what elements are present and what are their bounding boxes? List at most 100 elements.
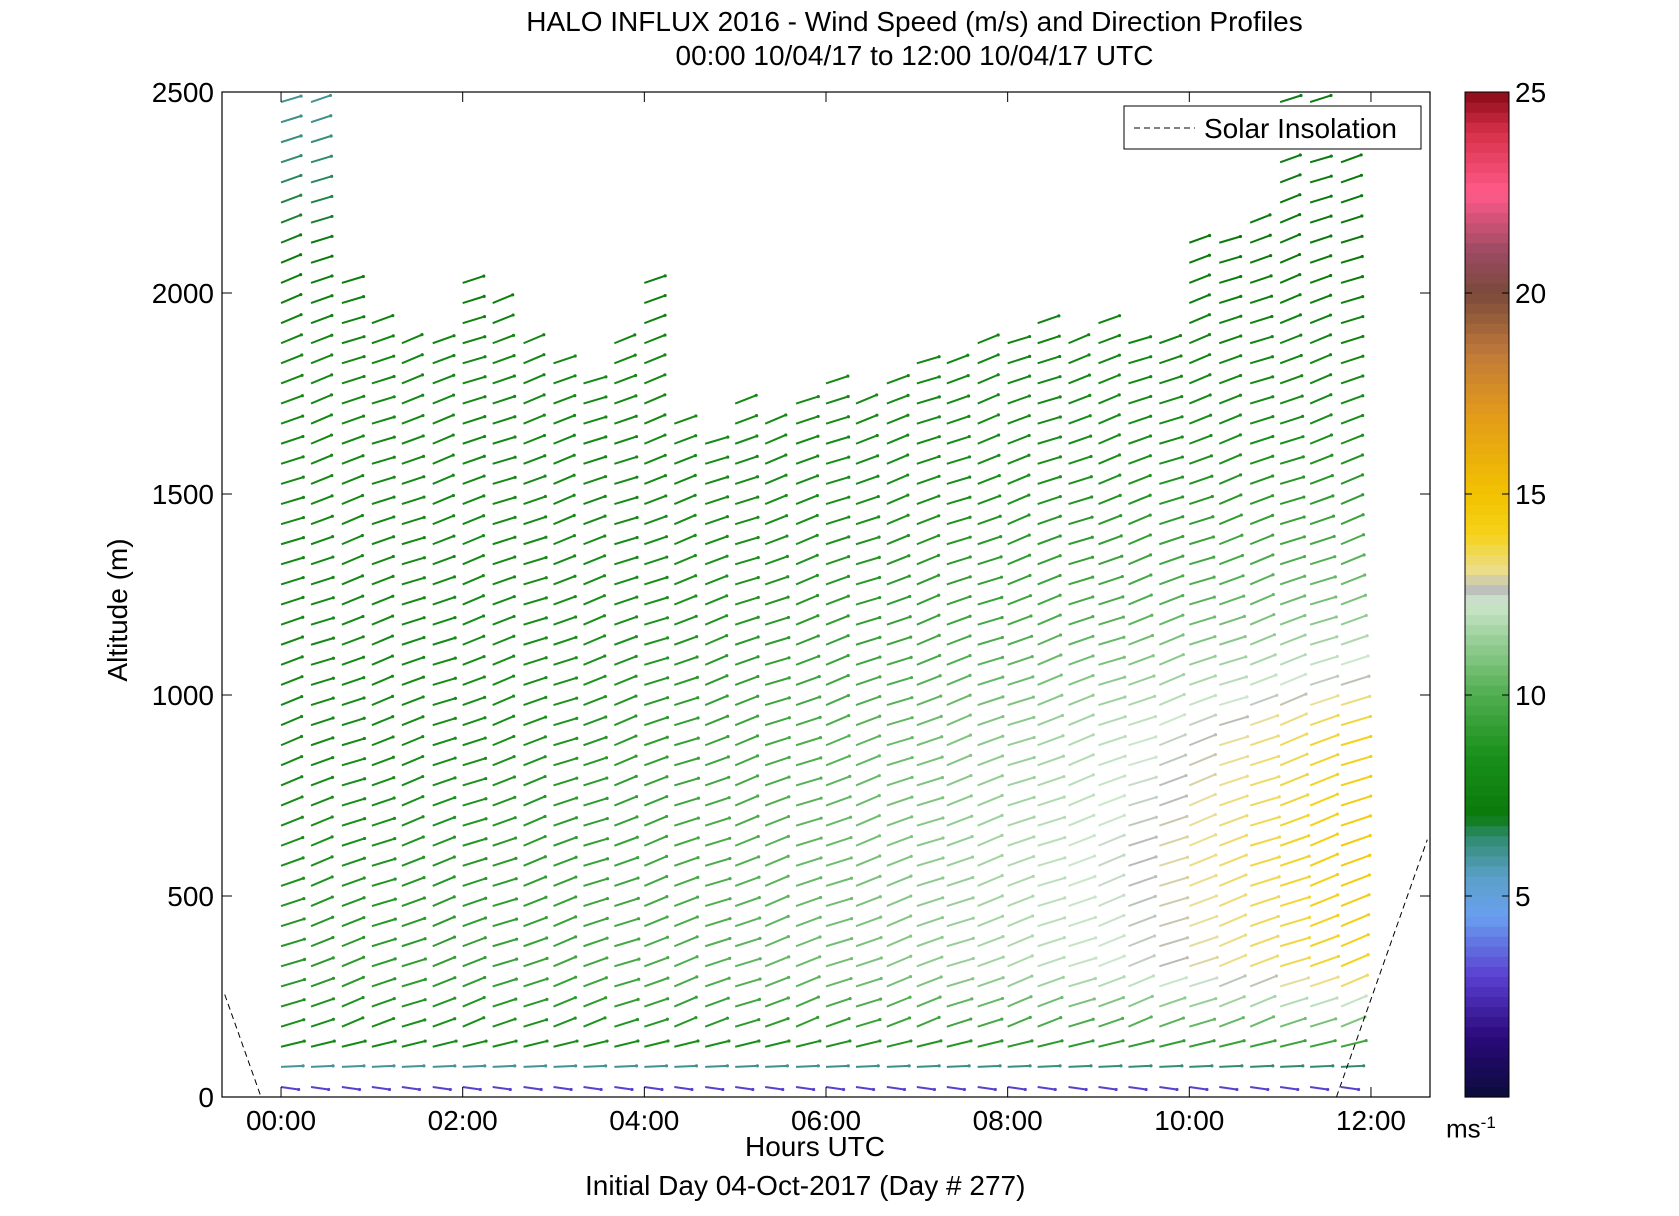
wind-arrow	[432, 875, 455, 887]
wind-arrow	[674, 817, 699, 827]
wind-arrow-head	[1272, 613, 1276, 617]
wind-arrow	[1007, 895, 1034, 907]
wind-arrow-head	[453, 615, 457, 620]
wind-arrow	[1098, 996, 1124, 1008]
wind-arrow	[916, 916, 943, 928]
wind-arrow	[734, 917, 760, 928]
wind-arrow-head	[756, 655, 760, 659]
wind-arrow-head	[1213, 635, 1217, 639]
wind-arrow	[1158, 594, 1184, 606]
wind-arrow-head	[695, 975, 699, 979]
wind-arrow-head	[1207, 293, 1211, 297]
wind-arrow-head	[1336, 954, 1341, 958]
wind-arrow-head	[1032, 715, 1036, 719]
wind-arrow	[1218, 914, 1246, 928]
wind-arrow-head	[969, 753, 973, 757]
wind-arrow	[946, 896, 974, 908]
wind-arrow-head	[544, 695, 548, 699]
wind-arrow-head	[877, 774, 881, 778]
wind-arrow-head	[454, 1039, 458, 1043]
wind-arrow-head	[815, 513, 819, 518]
wind-arrow-head	[1272, 633, 1277, 637]
wind-arrow-head	[1207, 253, 1212, 257]
wind-arrow-head	[818, 736, 823, 740]
wind-arrow	[1189, 977, 1218, 988]
wind-arrow	[946, 1018, 972, 1028]
wind-arrow	[310, 637, 334, 646]
wind-arrow	[764, 997, 789, 1008]
wind-arrow-head	[299, 154, 303, 158]
wind-arrow-head	[1148, 553, 1153, 557]
wind-arrow	[553, 636, 577, 646]
wind-arrow	[401, 636, 425, 646]
wind-arrow-head	[1184, 976, 1188, 980]
wind-arrow	[764, 514, 787, 526]
wind-arrow	[1098, 894, 1125, 907]
wind-arrow	[523, 957, 548, 968]
wind-arrow-head	[634, 1064, 639, 1068]
wind-arrow-head	[756, 535, 760, 540]
wind-arrow-head	[452, 334, 456, 338]
wind-arrow	[977, 794, 1003, 807]
wind-arrow	[734, 1040, 760, 1048]
wind-arrow	[1068, 576, 1093, 586]
wind-arrow-head	[605, 857, 610, 861]
wind-arrow-head	[1364, 613, 1368, 618]
wind-arrow	[1007, 716, 1035, 727]
wind-arrow-head	[938, 674, 942, 678]
wind-arrow-head	[513, 415, 517, 419]
wind-arrow	[432, 454, 454, 465]
wind-arrow-head	[1060, 1039, 1064, 1043]
wind-arrow	[1189, 997, 1217, 1008]
wind-arrow	[492, 1018, 516, 1028]
wind-arrow-head	[1336, 733, 1340, 737]
wind-arrow-head	[453, 736, 457, 740]
wind-arrow	[492, 857, 517, 867]
wind-arrow	[310, 255, 333, 264]
wind-arrow-head	[1144, 1087, 1148, 1092]
wind-arrow	[673, 454, 696, 465]
wind-arrow-head	[393, 877, 397, 881]
wind-arrow	[310, 515, 333, 526]
wind-arrow	[1068, 536, 1093, 546]
wind-arrow-head	[1238, 254, 1243, 259]
wind-arrow	[1340, 454, 1363, 465]
colorbar-band	[1465, 282, 1509, 294]
wind-arrow-head	[907, 574, 911, 578]
wind-arrow-head	[968, 535, 972, 539]
colorbar-band	[1465, 996, 1509, 1008]
wind-arrow	[825, 674, 849, 686]
wind-arrow-head	[1303, 574, 1307, 578]
wind-arrow	[1340, 893, 1370, 907]
wind-arrow-head	[421, 413, 425, 418]
wind-arrow-head	[1368, 833, 1372, 838]
wind-arrow-head	[1117, 314, 1122, 318]
wind-arrow	[1159, 495, 1183, 506]
wind-arrow	[583, 614, 605, 626]
wind-arrow-head	[1245, 774, 1249, 778]
wind-arrow	[764, 575, 789, 586]
wind-arrow-head	[1028, 573, 1032, 578]
wind-arrow-head	[1063, 836, 1067, 840]
wind-arrow	[1188, 813, 1216, 827]
wind-arrow	[795, 996, 819, 1008]
wind-arrow-head	[360, 574, 365, 578]
wind-arrow-head	[1062, 775, 1066, 779]
wind-arrow-head	[1122, 954, 1126, 958]
wind-arrow-head	[328, 93, 333, 98]
wind-arrow	[644, 616, 668, 626]
wind-arrow-head	[542, 393, 546, 397]
wind-arrow	[280, 856, 304, 867]
wind-arrow-head	[391, 313, 395, 318]
wind-arrow	[1309, 413, 1332, 425]
wind-arrow	[946, 374, 969, 385]
wind-arrow-head	[602, 614, 606, 618]
wind-arrow	[553, 1085, 572, 1091]
wind-arrow-head	[1180, 1064, 1184, 1068]
wind-arrow	[674, 1040, 699, 1048]
wind-arrow	[1159, 896, 1188, 908]
wind-arrow	[734, 957, 761, 968]
wind-arrow	[1068, 394, 1091, 405]
wind-arrow-head	[1215, 955, 1219, 959]
wind-arrow	[280, 154, 302, 164]
